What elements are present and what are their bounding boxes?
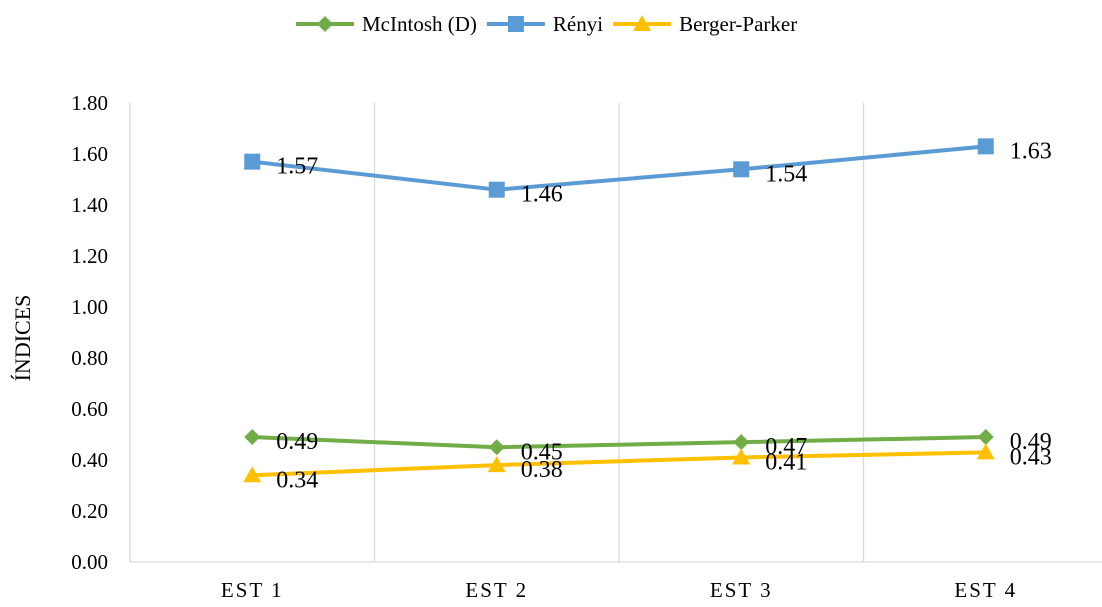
data-point-marker [243,466,262,483]
series-line [252,450,986,478]
y-tick-label: 1.80 [71,91,108,115]
data-label: 0.49 [1010,429,1052,455]
legend-item: McIntosh (D) [296,12,477,36]
series-mcintosh-d [244,429,994,456]
data-point-marker [977,429,994,446]
x-tick-label: EST 4 [954,578,1017,602]
data-label: 0.45 [521,439,563,465]
data-point-marker [732,448,751,465]
data-point-marker [733,434,750,451]
legend-label: Rényi [553,12,603,36]
data-point-marker [977,138,994,155]
x-tick-label: EST 3 [710,578,773,602]
data-point-marker [488,181,505,198]
data-point-marker [507,16,524,32]
data-label: 1.57 [276,154,318,180]
data-point-marker [733,161,750,178]
series-line [252,435,986,450]
data-label: 0.49 [276,429,318,455]
data-label: 0.34 [276,467,318,493]
data-label: 1.63 [1010,138,1052,164]
data-point-marker [633,15,652,31]
y-tick-label: 0.60 [71,397,108,421]
series-line [252,144,986,192]
legend-label: Berger-Parker [679,12,797,36]
data-point-marker [976,443,995,460]
series-layer [243,138,995,483]
y-tick-label: 1.00 [71,295,108,319]
y-tick-label: 1.60 [71,142,108,166]
data-point-marker [487,456,506,473]
x-tick-label: EST 1 [221,578,284,602]
legend-label: McIntosh (D) [362,12,477,36]
x-tick-label: EST 2 [465,578,528,602]
data-point-marker [488,439,505,456]
axis-layer: 0.00 0.20 0.40 0.60 0.80 1.00 1.20 1.40 1.60 1.80… [71,91,1102,602]
data-label: 0.41 [765,449,807,475]
legend-item: Berger-Parker [613,12,797,36]
data-label-layer: 0.49 0.45 0.47 0.49 1.57 1.46 1.54 1.63 0.34 0.38… [276,138,1052,493]
y-tick-label: 0.20 [71,499,108,523]
series-r-nyi [244,138,994,198]
series-berger-parker [243,443,995,483]
data-label: 1.54 [765,161,807,187]
y-tick-label: 1.40 [71,193,108,217]
y-axis-title: ÍNDICES [10,295,35,382]
data-label: 0.47 [765,434,807,460]
y-tick-label: 0.00 [71,550,108,574]
data-point-marker [244,153,261,170]
y-tick-label: 0.80 [71,346,108,370]
y-tick-label: 0.40 [71,448,108,472]
data-point-marker [244,429,261,446]
data-label: 1.46 [521,182,563,208]
data-label: 0.43 [1010,444,1052,470]
data-label: 0.38 [521,457,563,483]
data-point-marker [317,16,333,32]
legend: McIntosh (D) Rényi Berger-Parker [296,12,797,36]
legend-item: Rényi [486,12,603,36]
y-tick-label: 1.20 [71,244,108,268]
